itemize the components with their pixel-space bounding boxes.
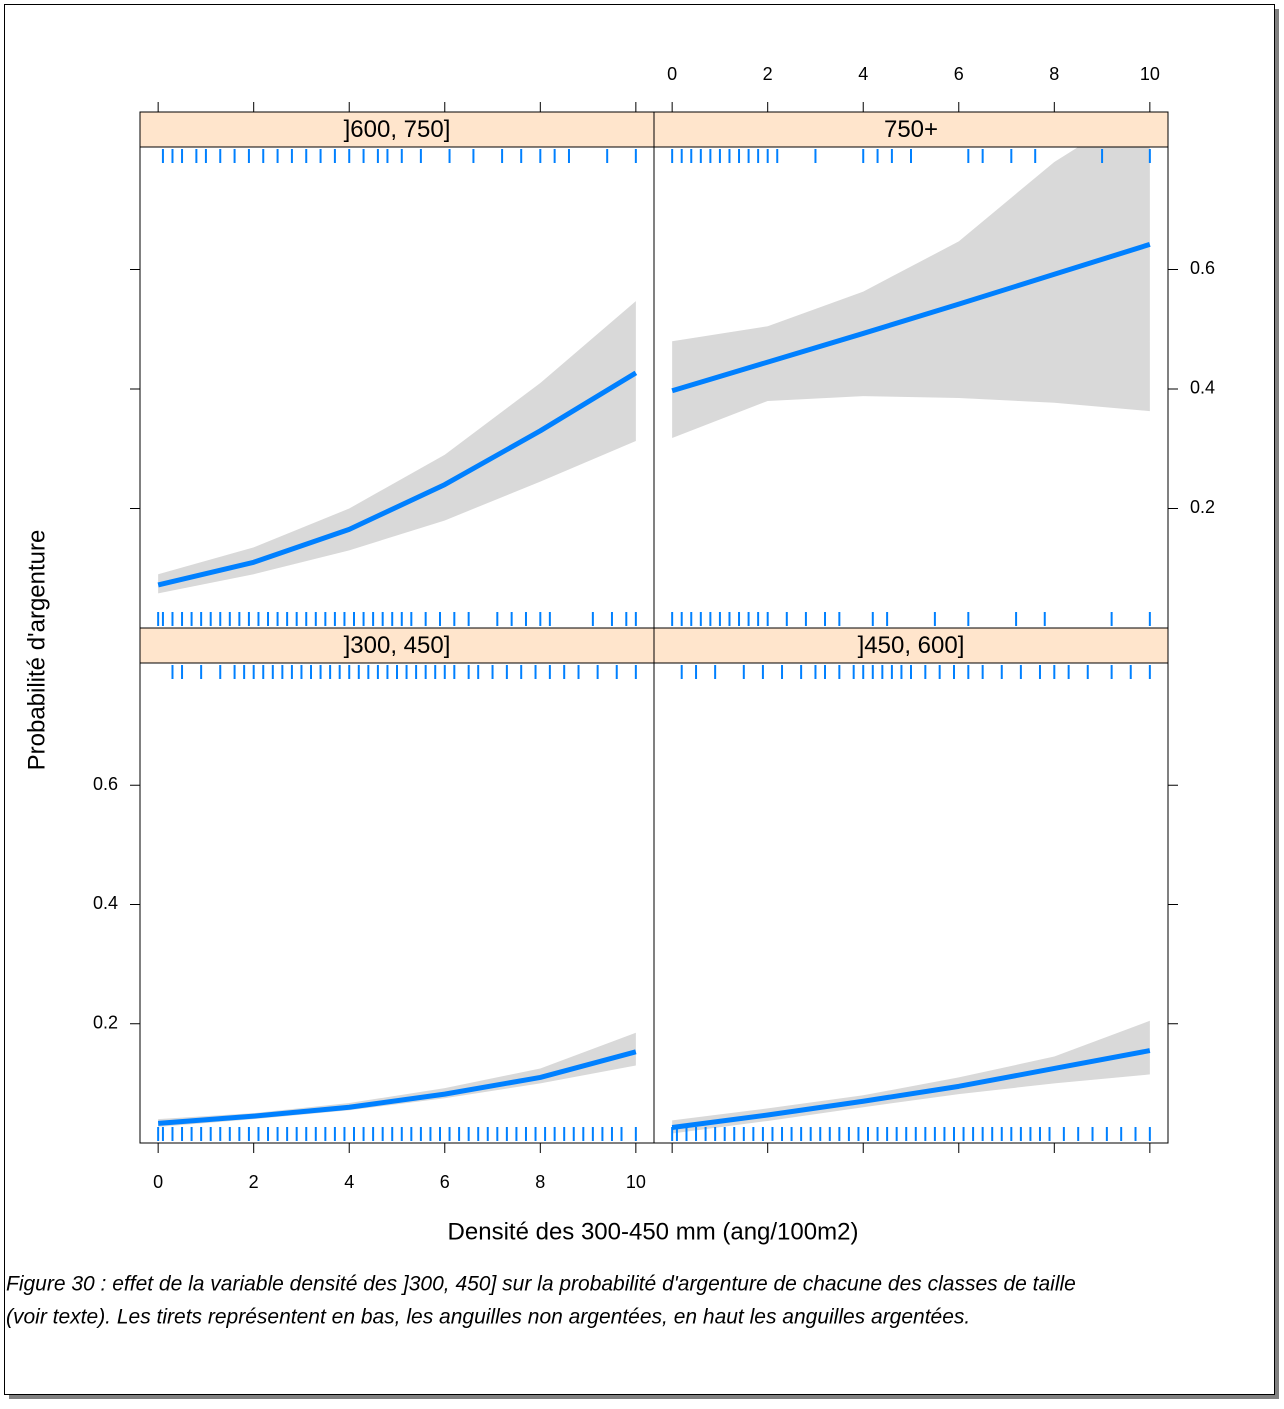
x-tick-label: 6	[954, 64, 964, 84]
panel	[671, 147, 1151, 626]
x-tick-label: 0	[153, 1172, 163, 1192]
strip-label: ]450, 600]	[858, 632, 965, 659]
y-axis-label: Probabilité d'argenture	[23, 530, 50, 771]
x-tick-label: 8	[535, 1172, 545, 1192]
x-tick-label: 6	[440, 1172, 450, 1192]
caption: (voir texte). Les tirets représentent en…	[6, 1306, 970, 1329]
panel	[157, 149, 638, 626]
x-tick-label: 0	[667, 64, 677, 84]
y-tick-label: 0.4	[1190, 378, 1215, 398]
strip	[139, 627, 655, 664]
caption: Figure 30 : effet de la variable densité…	[6, 1273, 1076, 1296]
panel	[671, 665, 1151, 1141]
x-tick-label: 8	[1049, 64, 1059, 84]
x-tick-label: 2	[249, 1172, 259, 1192]
x-tick-label: 4	[858, 64, 868, 84]
fit-line	[671, 242, 1151, 394]
y-tick-label: 0.2	[1190, 497, 1215, 517]
y-tick-label: 0.4	[93, 893, 118, 913]
x-axis-label: Densité des 300-450 mm (ang/100m2)	[448, 1218, 859, 1245]
confidence-band	[158, 301, 636, 594]
y-tick-label: 0.6	[93, 774, 118, 794]
strip	[653, 111, 1169, 148]
x-tick-label: 4	[344, 1172, 354, 1192]
fit-line	[157, 1049, 637, 1126]
x-tick-label: 10	[1140, 64, 1160, 84]
strip-label: 750+	[884, 116, 938, 143]
y-tick-label: 0.6	[1190, 258, 1215, 278]
strip	[139, 111, 655, 148]
strip-label: ]600, 750]	[344, 116, 451, 143]
confidence-band	[672, 147, 1150, 438]
fit-line	[671, 1048, 1151, 1130]
confidence-band	[672, 1020, 1150, 1134]
y-tick-label: 0.2	[93, 1012, 118, 1032]
panel	[157, 665, 637, 1141]
x-tick-label: 2	[763, 64, 773, 84]
strip	[653, 627, 1169, 664]
x-tick-label: 10	[626, 1172, 646, 1192]
fit-line	[157, 370, 638, 588]
strip-label: ]300, 450]	[344, 632, 451, 659]
